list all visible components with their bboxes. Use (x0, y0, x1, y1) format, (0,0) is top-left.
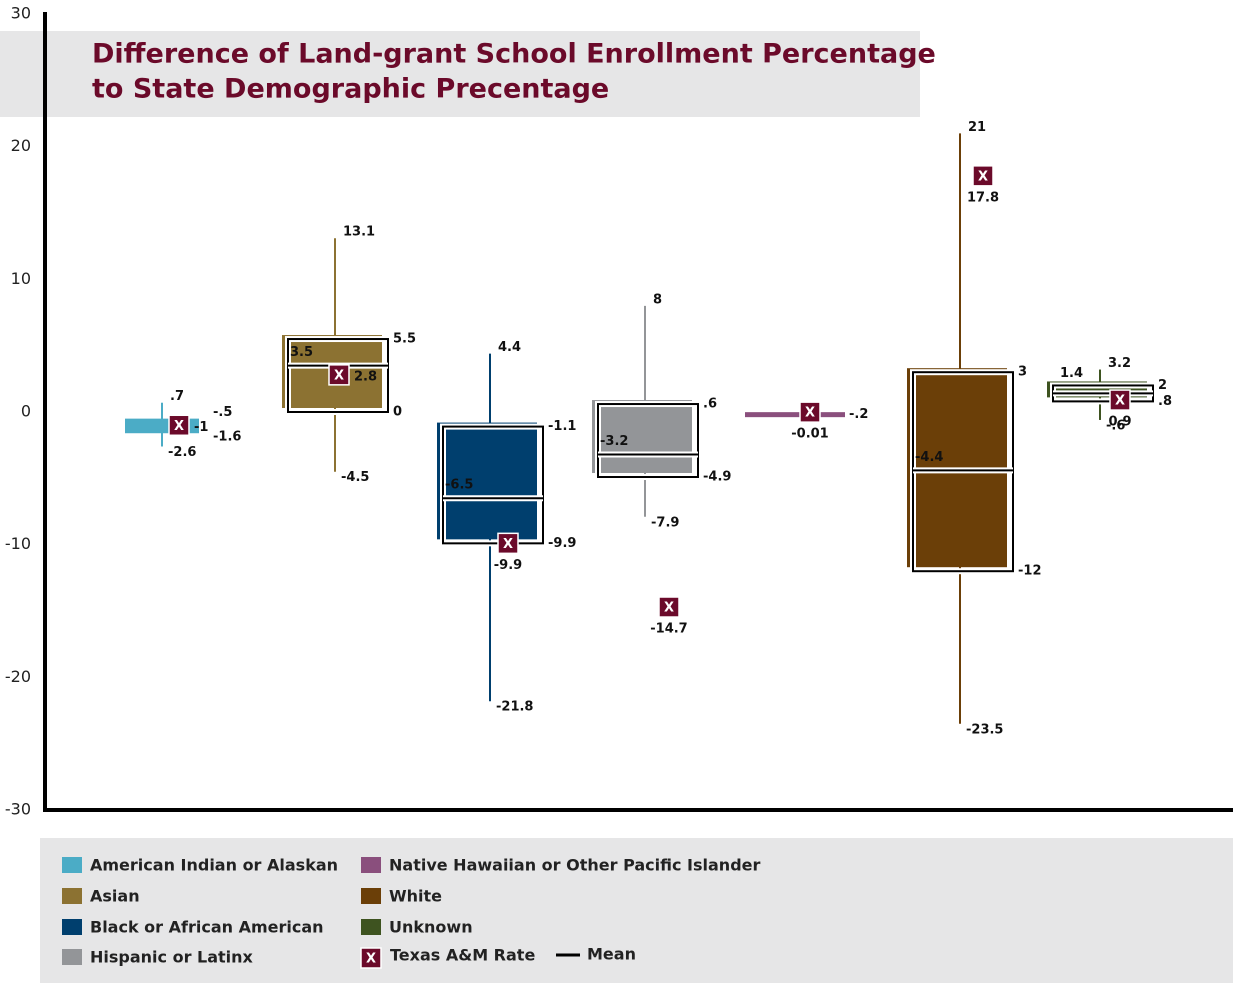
legend-label: Hispanic or Latinx (90, 948, 254, 967)
tamu-marker-x: X (805, 406, 815, 421)
value-label: -.6 (1106, 418, 1125, 433)
legend-swatch (62, 949, 82, 965)
legend-label: Native Hawaiian or Other Pacific Islande… (389, 856, 761, 875)
legend-swatch (62, 857, 82, 873)
tamu-label: -0.01 (791, 427, 828, 442)
y-tick-label: 30 (11, 4, 31, 23)
value-label: 8 (653, 292, 662, 307)
legend-swatch (361, 919, 381, 935)
legend-label: American Indian or Alaskan (90, 856, 338, 875)
y-tick-label: -10 (5, 534, 31, 553)
value-label: -12 (1018, 564, 1042, 579)
mean-label: -3.2 (600, 434, 628, 449)
tamu-marker (328, 364, 350, 386)
value-label: 3 (1018, 365, 1027, 380)
chart-title: Difference of Land-grant School Enrollme… (92, 39, 936, 70)
value-label: -2.6 (168, 445, 196, 460)
value-label: -4.9 (703, 470, 731, 485)
value-label: 4.4 (498, 340, 521, 355)
value-label: -.5 (213, 405, 232, 420)
mean-label: -6.5 (445, 478, 473, 493)
y-tick-label: 0 (21, 402, 31, 421)
box-outline (442, 425, 544, 545)
tamu-marker (658, 596, 680, 618)
value-label: -1.1 (548, 419, 576, 434)
value-label: -23.5 (966, 722, 1003, 737)
value-label: .8 (1158, 394, 1172, 409)
legend-label: Texas A&M Rate (390, 946, 535, 965)
legend-swatch (361, 857, 381, 873)
legend-label: Mean (587, 945, 636, 964)
title-panel (0, 31, 920, 117)
chart-title: to State Demographic Precentage (92, 74, 609, 105)
legend-swatch (62, 919, 82, 935)
legend-panel (40, 838, 1233, 983)
tamu-marker-x: X (503, 537, 513, 552)
value-label: 3.2 (1108, 356, 1131, 371)
value-label: -21.8 (496, 700, 533, 715)
value-label: 21 (968, 120, 986, 135)
tamu-marker (972, 165, 994, 187)
box-outline (597, 403, 699, 479)
value-label: -1.6 (213, 430, 241, 445)
legend-tamu-x: X (366, 952, 376, 967)
legend-label: Asian (90, 887, 140, 906)
tamu-label: -9.9 (494, 558, 522, 573)
legend-swatch (62, 888, 82, 904)
tamu-label: -1 (194, 420, 208, 435)
value-label: .7 (170, 389, 184, 404)
y-tick-label: -30 (5, 800, 31, 819)
box-outline (287, 338, 389, 413)
value-label: -.2 (849, 407, 868, 422)
legend-label: Unknown (389, 918, 473, 937)
value-label: 2 (1158, 378, 1167, 393)
legend-tamu (360, 947, 382, 969)
value-label: 5.5 (393, 332, 416, 347)
value-label: .6 (703, 397, 717, 412)
tamu-marker-x: X (334, 368, 344, 383)
flat-box (745, 412, 845, 418)
tamu-marker-x: X (978, 169, 988, 184)
tamu-marker (497, 532, 519, 555)
y-tick-label: -20 (5, 667, 31, 686)
tamu-marker (1109, 389, 1131, 411)
box (592, 400, 692, 474)
tamu-marker-x: X (1115, 394, 1125, 409)
mean-label: 1.4 (1060, 366, 1083, 381)
tamu-marker (799, 401, 821, 423)
value-label: -9.9 (548, 536, 576, 551)
tamu-marker (168, 414, 190, 437)
mean-label: 3.5 (290, 345, 313, 360)
legend-label: White (389, 887, 442, 906)
tamu-label: 2.8 (354, 369, 377, 384)
y-tick-label: 20 (11, 136, 31, 155)
mean-label: -4.4 (915, 450, 943, 465)
y-tick-label: 10 (11, 269, 31, 288)
tamu-label: 0.9 (1108, 415, 1131, 430)
legend-label: Black or African American (90, 918, 324, 937)
value-label: -4.5 (341, 470, 369, 485)
box (437, 422, 537, 540)
tamu-label: -14.7 (650, 622, 687, 637)
tamu-marker-x: X (174, 419, 184, 434)
value-label: 13.1 (343, 225, 375, 240)
legend-swatch (361, 888, 381, 904)
tamu-label: 17.8 (967, 190, 999, 205)
tamu-marker-x: X (664, 601, 674, 616)
value-label: -7.9 (651, 515, 679, 530)
value-label: 0 (393, 405, 402, 420)
